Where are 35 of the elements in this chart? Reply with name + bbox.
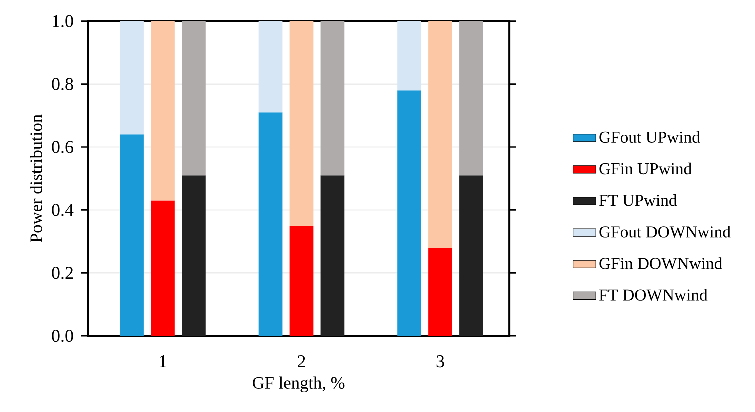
legend-label: GFout UPwind bbox=[600, 131, 700, 143]
y-tick-label: 0.8 bbox=[52, 78, 74, 90]
y-tick-label: 0.4 bbox=[52, 204, 74, 216]
y-tick-label: 1.0 bbox=[53, 15, 74, 28]
bar bbox=[398, 90, 422, 336]
legend-label: GFin UPwind bbox=[600, 162, 692, 175]
bar bbox=[182, 176, 206, 336]
bar bbox=[320, 176, 345, 336]
bar bbox=[182, 21, 206, 176]
legend-label: GFout DOWNwind bbox=[600, 226, 731, 238]
bar bbox=[258, 112, 283, 336]
bar bbox=[460, 176, 484, 336]
y-tick-label: 0.6 bbox=[52, 141, 74, 154]
bar bbox=[151, 200, 175, 336]
legend-label: FT UPwind bbox=[600, 194, 678, 206]
x-axis-title: GF length, % bbox=[253, 376, 345, 392]
bar bbox=[120, 134, 144, 336]
x-tick-label: 2 bbox=[298, 355, 306, 368]
bar bbox=[290, 21, 314, 226]
bar bbox=[120, 21, 144, 135]
y-tick-label: 0.2 bbox=[52, 266, 74, 280]
bar bbox=[151, 21, 175, 201]
bar bbox=[258, 21, 283, 113]
x-tick-label: 1 bbox=[160, 355, 166, 368]
y-tick-label: 0.0 bbox=[52, 330, 74, 342]
legend-label: GFin DOWNwind bbox=[600, 258, 722, 270]
bar bbox=[398, 21, 422, 91]
bar bbox=[428, 21, 452, 248]
legend-label: FT DOWNwind bbox=[600, 289, 708, 301]
bar bbox=[428, 248, 452, 336]
bar bbox=[290, 226, 314, 336]
bar bbox=[320, 21, 345, 176]
x-tick-label: 3 bbox=[436, 355, 444, 368]
bar bbox=[460, 21, 484, 176]
y-axis-title: Power distribution bbox=[30, 114, 42, 242]
